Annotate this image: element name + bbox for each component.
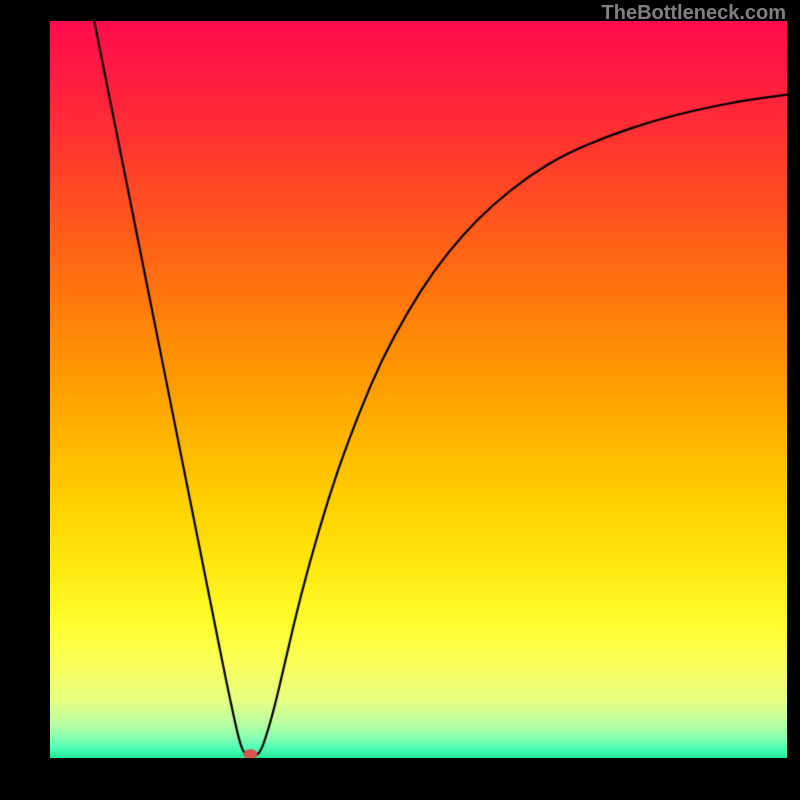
- plot-area: [50, 21, 787, 758]
- chart-container: TheBottleneck.com: [0, 0, 800, 800]
- bottleneck-curve: [50, 21, 787, 758]
- watermark-text: TheBottleneck.com: [602, 2, 786, 25]
